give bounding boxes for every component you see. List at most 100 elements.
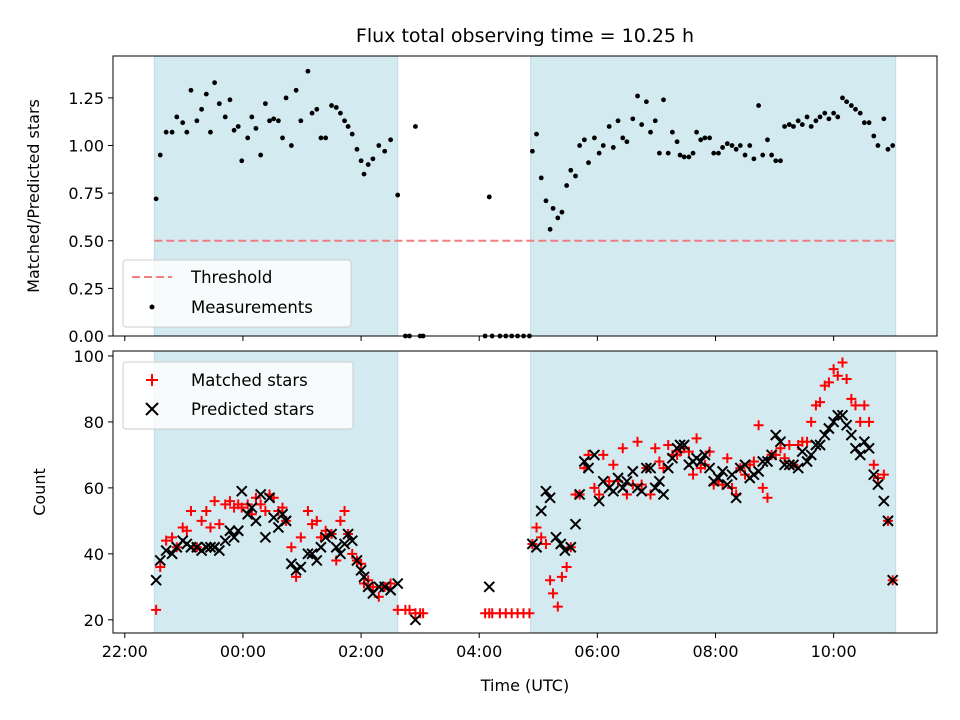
measurement-point	[665, 150, 671, 156]
measurement-point	[791, 124, 796, 129]
measurement-point	[298, 118, 304, 124]
measurement-point	[382, 148, 388, 154]
predicted-star-point	[796, 445, 809, 458]
measurement-point	[702, 135, 708, 141]
count-panel: 20 40 60 80 100 22:00 00:00 02:00 04:00 06:00 08:…	[30, 347, 938, 695]
matched-star-point	[286, 542, 297, 553]
predicted-star-point	[540, 485, 552, 497]
bot-y-tick-label: 100	[73, 347, 104, 366]
predicted-star-point	[612, 472, 624, 484]
matched-star-point	[291, 571, 302, 582]
matched-star-point	[185, 505, 196, 516]
measurement-point	[778, 158, 783, 164]
bottom-axes-frame	[112, 350, 938, 634]
matched-star-point	[214, 519, 225, 530]
measurement-point	[652, 118, 658, 124]
matched-star-point	[531, 522, 542, 533]
matched-star-point	[806, 416, 817, 427]
measurement-point	[349, 131, 355, 137]
measurement-point	[395, 192, 401, 198]
predicted-star-point	[530, 541, 543, 553]
measurement-point	[153, 196, 159, 202]
chart-title: Flux total observing time = 10.25 h	[356, 25, 694, 47]
top-y-axis-label: Matched/Predicted stars	[24, 99, 43, 293]
measurement-point	[643, 99, 649, 105]
x-tick-label: 10:00	[811, 642, 857, 661]
predicted-star-point	[607, 485, 620, 497]
matched-star-point	[850, 400, 861, 411]
predicted-star-point	[840, 419, 853, 431]
predicted-star-point	[770, 429, 782, 441]
matched-star-point	[868, 459, 879, 470]
measurement-point	[822, 110, 828, 116]
predicted-star-point	[617, 482, 629, 494]
predicted-star-point	[810, 439, 822, 451]
predicted-star-point	[483, 581, 495, 593]
matched-star-point	[545, 575, 556, 586]
measurement-point	[231, 127, 237, 133]
predicted-star-point	[823, 422, 835, 435]
predicted-star-point	[819, 429, 831, 441]
measurement-point	[881, 116, 887, 122]
predicted-star-point	[319, 531, 332, 544]
measurement-point	[288, 143, 294, 148]
measurement-point	[358, 158, 364, 164]
predicted-star-point	[765, 449, 778, 461]
matched-star-point	[404, 604, 415, 615]
predicted-star-point	[200, 541, 213, 553]
predicted-star-point	[213, 544, 226, 557]
measurement-point	[365, 162, 371, 167]
predicted-star-point	[726, 468, 738, 481]
predicted-star-point	[621, 475, 633, 487]
measurement-point	[782, 124, 788, 129]
matched-star-point	[295, 532, 306, 543]
measurement-point	[711, 150, 717, 156]
bottom-x-ticks: 22:00 00:00 02:00 04:00 06:00 08:00 10:00	[102, 633, 857, 661]
measurement-point	[648, 129, 653, 135]
predicted-star-point	[730, 492, 742, 504]
predicted-star-point	[263, 492, 276, 504]
predicted-star-point	[752, 465, 765, 478]
predicted-star-point	[588, 449, 601, 461]
measurement-point	[690, 150, 696, 156]
measurement-point	[169, 129, 175, 135]
predicted-star-point	[878, 495, 890, 507]
predicted-star-point	[849, 442, 862, 455]
predicted-star-point	[863, 442, 875, 455]
measurement-point	[555, 215, 561, 221]
matched-legend-swatch	[146, 374, 158, 386]
matched-star-point	[524, 608, 535, 619]
predicted-star-point	[814, 439, 826, 451]
measurement-point	[724, 141, 730, 147]
predicted-star-point	[582, 462, 595, 474]
matched-star-point	[598, 449, 609, 460]
measurement-point	[615, 118, 621, 124]
matched-star-point	[802, 436, 813, 447]
predicted-star-point	[805, 449, 817, 461]
measurement-point	[333, 105, 339, 110]
measurement-point	[831, 110, 837, 116]
measurement-point	[817, 114, 823, 120]
bot-y-tick-label: 60	[84, 479, 104, 498]
predicted-star-point	[836, 409, 849, 422]
predicted-star-point	[342, 528, 354, 540]
matched-star-point	[688, 469, 699, 480]
measurement-point	[538, 175, 544, 181]
predicted-star-point	[232, 525, 244, 537]
measurement-point	[194, 118, 200, 124]
matched-star-point	[302, 505, 313, 516]
predicted-star-point	[236, 485, 248, 497]
measurement-point	[875, 143, 881, 148]
measurement-point	[773, 158, 779, 164]
measurement-point	[258, 152, 264, 158]
matched-star-point	[205, 522, 216, 533]
measurement-point	[564, 183, 570, 188]
matched-star-point	[846, 393, 857, 404]
predicted-star-point	[644, 462, 657, 474]
measurement-point	[184, 129, 190, 135]
matched-star-point	[548, 588, 559, 599]
matched-star-point	[181, 525, 192, 536]
matched-star-point	[339, 505, 350, 516]
predicted-star-point	[295, 561, 307, 573]
